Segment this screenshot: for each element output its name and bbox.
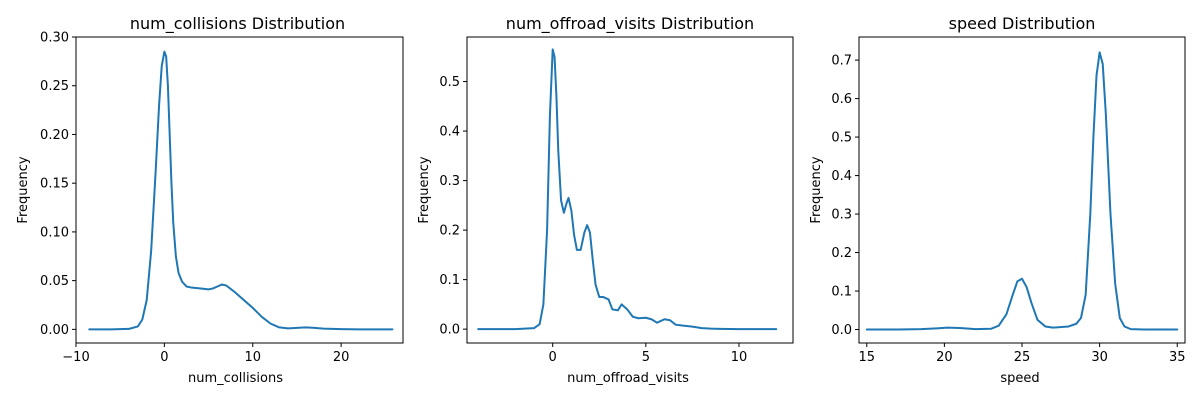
y-axis-label: Frequency [417,156,432,223]
chart-panel-num-collisions: num_collisions Distribution num_collisio… [16,14,404,386]
x-tick-label: 10 [244,350,261,365]
x-axis-label: speed [1000,371,1039,386]
density-line-1 [865,51,1179,331]
x-tick-label: 10 [731,350,748,365]
plot-frame [75,36,404,344]
y-tick-label: 0.3 [439,174,460,189]
y-tick-label: 0.0 [831,323,852,338]
x-tick-label: 20 [936,350,953,365]
y-tick-label: 0.2 [439,224,460,239]
y-tick-label: 0.0 [439,323,460,338]
y-tick-label: 0.25 [40,79,69,94]
x-tick-label: 0 [160,350,168,365]
chart-panel-speed: speed Distribution speed Frequency 15 20 2… [809,14,1186,386]
x-tick-label: 35 [1169,350,1186,365]
x-tick-label: 0 [549,350,557,365]
y-tick-label: 0.5 [831,131,852,146]
y-tick-label: 0.2 [831,246,852,261]
y-tick-label: 0.7 [831,54,852,69]
x-tick-label: 25 [1014,350,1031,365]
y-tick-label: 0.30 [40,31,69,46]
y-tick-label: 0.15 [40,177,69,192]
y-tick-label: 0.05 [40,274,69,289]
plot-frame [466,36,794,344]
x-tick-label: 20 [333,350,350,365]
x-tick-label: 15 [858,350,875,365]
chart-title: num_collisions Distribution [130,14,345,34]
y-tick-label: 0.1 [831,285,852,300]
density-line-1 [88,50,394,331]
y-tick-label: 0.00 [40,323,69,338]
y-axis-label: Frequency [16,156,31,223]
chart-title: num_offroad_visits Distribution [506,14,754,34]
x-tick-label: −10 [62,350,89,365]
y-axis-label: Frequency [809,156,824,223]
x-tick-label: 30 [1091,350,1108,365]
chart-panel-num-offroad-visits: num_offroad_visits Distribution num_offr… [417,14,794,386]
y-tick-label: 0.3 [831,208,852,223]
y-tick-label: 0.1 [439,273,460,288]
y-tick-label: 0.10 [40,225,69,240]
x-tick-label: 5 [642,350,650,365]
y-tick-label: 0.5 [439,75,460,90]
y-tick-label: 0.20 [40,128,69,143]
x-axis-label: num_offroad_visits [567,371,689,386]
density-line-1 [477,48,778,331]
y-tick-label: 0.4 [439,125,460,140]
chart-title: speed Distribution [949,14,1096,33]
y-tick-label: 0.4 [831,169,852,184]
y-tick-label: 0.6 [831,92,852,107]
x-axis-label: num_collisions [188,371,283,386]
